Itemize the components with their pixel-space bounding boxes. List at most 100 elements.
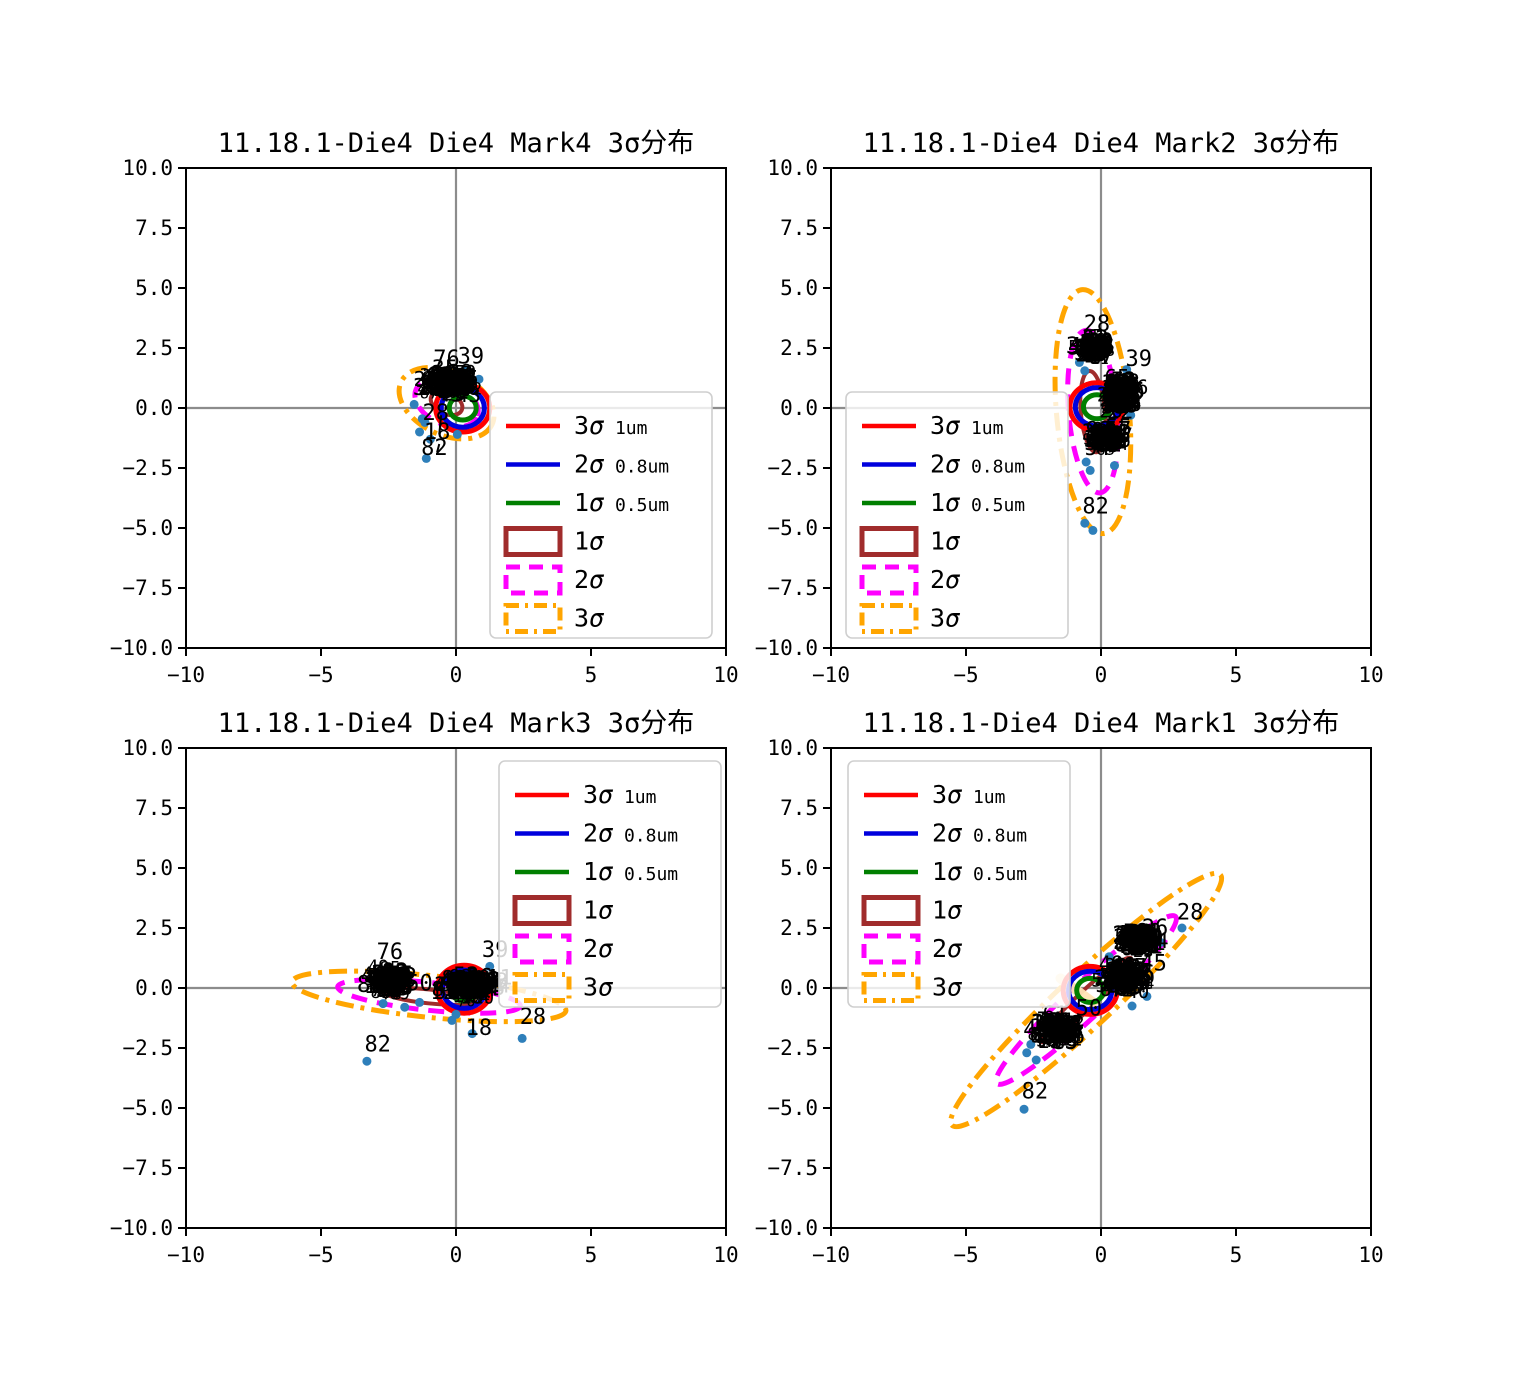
cluster-number-label: 46 xyxy=(1109,391,1129,410)
y-tick-label: 2.5 xyxy=(780,916,818,940)
cluster-number-label: 29 xyxy=(1104,967,1129,991)
cluster-number-label: 82 xyxy=(436,368,460,392)
cluster-number-label: 16 xyxy=(376,970,397,990)
cluster-number-label: 55 xyxy=(1107,388,1132,412)
subplot-title: 11.18.1-Die4 Die4 Mark2 3σ分布 xyxy=(863,128,1340,159)
cluster-number-label: 49 xyxy=(464,968,484,987)
cluster-number-label: 74 xyxy=(1092,428,1114,449)
cluster-number-label: 45 xyxy=(1125,922,1151,947)
y-tick-label: −5.0 xyxy=(122,516,173,540)
cluster-number-label: 43 xyxy=(1096,428,1122,453)
cluster-number-label: 74 xyxy=(479,969,502,991)
cluster-number-label: 36 xyxy=(438,376,461,399)
cluster-number-label: 47 xyxy=(1108,369,1135,395)
cluster-number-label: 47 xyxy=(452,375,472,394)
y-tick-label: 10.0 xyxy=(767,156,818,180)
cluster-number-label: 65 xyxy=(1096,440,1115,459)
cluster-number-label: 10 xyxy=(437,368,461,392)
cluster-number-label: 14 xyxy=(465,975,487,996)
cluster-number-label: 19 xyxy=(1088,425,1115,451)
scatter-point xyxy=(1080,518,1090,528)
cluster-number-label: 23 xyxy=(428,377,447,396)
cluster-number-label: 63 xyxy=(466,972,490,996)
cluster-number-label: 42 xyxy=(379,964,405,989)
cluster-number-label: 10 xyxy=(1105,388,1127,409)
cluster-number-label: 35 xyxy=(1082,327,1103,347)
cluster-number-label: 48 xyxy=(465,971,485,990)
cluster-number-label: 20 xyxy=(423,366,443,385)
cluster-number-label: 34 xyxy=(440,368,464,392)
cluster-number-label: 37 xyxy=(1072,337,1094,358)
cluster-number-label: 13 xyxy=(382,976,402,995)
ellipse-2sigma xyxy=(412,376,481,430)
cluster-number-label: 53 xyxy=(1107,963,1127,982)
cluster-number-label: 75 xyxy=(447,368,468,388)
cluster-number-label: 38 xyxy=(1129,929,1151,950)
cluster-number-label: 76 xyxy=(1089,344,1109,364)
cluster-number-label: 15 xyxy=(452,987,473,1007)
y-tick-label: −7.5 xyxy=(122,1156,173,1180)
cluster-number-label: 56 xyxy=(1118,929,1139,949)
scatter-point xyxy=(1081,457,1091,467)
cluster-number-label: 94 xyxy=(430,364,452,385)
cluster-number-label: 31 xyxy=(1128,927,1148,946)
cluster-number-label: 65 xyxy=(1105,365,1130,389)
cluster-number-label: 47 xyxy=(436,380,458,401)
cluster-number-label: 20 xyxy=(1107,386,1131,410)
cluster-number-label: 50 xyxy=(382,964,407,988)
cluster-number-label: 54 xyxy=(380,966,407,992)
cluster-number-label: 24 xyxy=(1105,379,1126,399)
cluster-number-label: 86 xyxy=(1100,426,1124,450)
spec-circle-2sigma xyxy=(1072,385,1122,429)
legend-label: 1σ xyxy=(583,896,613,925)
cluster-number-label: 33 xyxy=(1119,966,1143,990)
cluster-number-label: 92 xyxy=(449,965,473,988)
x-tick-label: −5 xyxy=(953,1243,978,1267)
legend-swatch-rect xyxy=(503,526,563,557)
cluster-number-label: 30 xyxy=(1080,334,1099,353)
cluster-number-label: 22 xyxy=(376,974,397,994)
cluster-number-label: 29 xyxy=(1084,342,1108,365)
cluster-number-label: 23 xyxy=(1105,382,1125,402)
cluster-number-label: 50 xyxy=(1087,336,1110,359)
cluster-number-label: 23 xyxy=(1093,335,1114,355)
cluster-number-label: 70 xyxy=(1133,925,1153,944)
cluster-number-label: 70 xyxy=(454,362,476,383)
point-label: 18 xyxy=(424,420,451,445)
cluster-number-label: 39 xyxy=(1107,370,1127,390)
cluster-number-label: 57 xyxy=(443,372,467,396)
cluster-number-label: 22 xyxy=(386,974,412,999)
cluster-number-label: 33 xyxy=(1090,422,1112,443)
cluster-number-label: 56 xyxy=(423,375,447,398)
cluster-number-label: 60 xyxy=(446,372,469,393)
cluster-number-label: 14 xyxy=(462,979,482,998)
cluster-number-label: 14 xyxy=(427,376,446,394)
scatter-point xyxy=(460,366,470,376)
cluster-number-label: 49 xyxy=(1084,337,1108,361)
cluster-number-label: 40 xyxy=(451,373,471,392)
cluster-number-label: 56 xyxy=(1118,932,1137,950)
x-tick-label: −5 xyxy=(308,1243,333,1267)
cluster-number-label: 85 xyxy=(439,364,463,387)
cluster-number-label: 78 xyxy=(377,967,400,988)
legend-swatch-rect xyxy=(503,564,563,596)
y-tick-label: −2.5 xyxy=(767,456,818,480)
legend-label: 2σ xyxy=(932,934,962,963)
cluster-number-label: 66 xyxy=(1085,427,1112,452)
cluster-number-label: 17 xyxy=(1102,392,1128,417)
cluster-number-label: 34 xyxy=(1084,329,1109,353)
cluster-number-label: 71 xyxy=(444,377,463,396)
cluster-number-label: 91 xyxy=(1123,928,1150,953)
cluster-number-label: 91 xyxy=(1136,936,1157,956)
cluster-number-label: 60 xyxy=(433,373,455,394)
cluster-number-label: 42 xyxy=(461,973,483,994)
cluster-number-label: 52 xyxy=(1094,428,1119,452)
cluster-number-label: 12 xyxy=(1082,330,1100,348)
cluster-number-label: 55 xyxy=(1130,930,1152,951)
cluster-number-label: 51 xyxy=(1112,383,1139,409)
cluster-number-label: 48 xyxy=(436,378,456,397)
x-tick-label: −10 xyxy=(167,663,205,687)
cluster-number-label: 52 xyxy=(1082,326,1109,352)
x-tick-label: 0 xyxy=(450,663,463,687)
